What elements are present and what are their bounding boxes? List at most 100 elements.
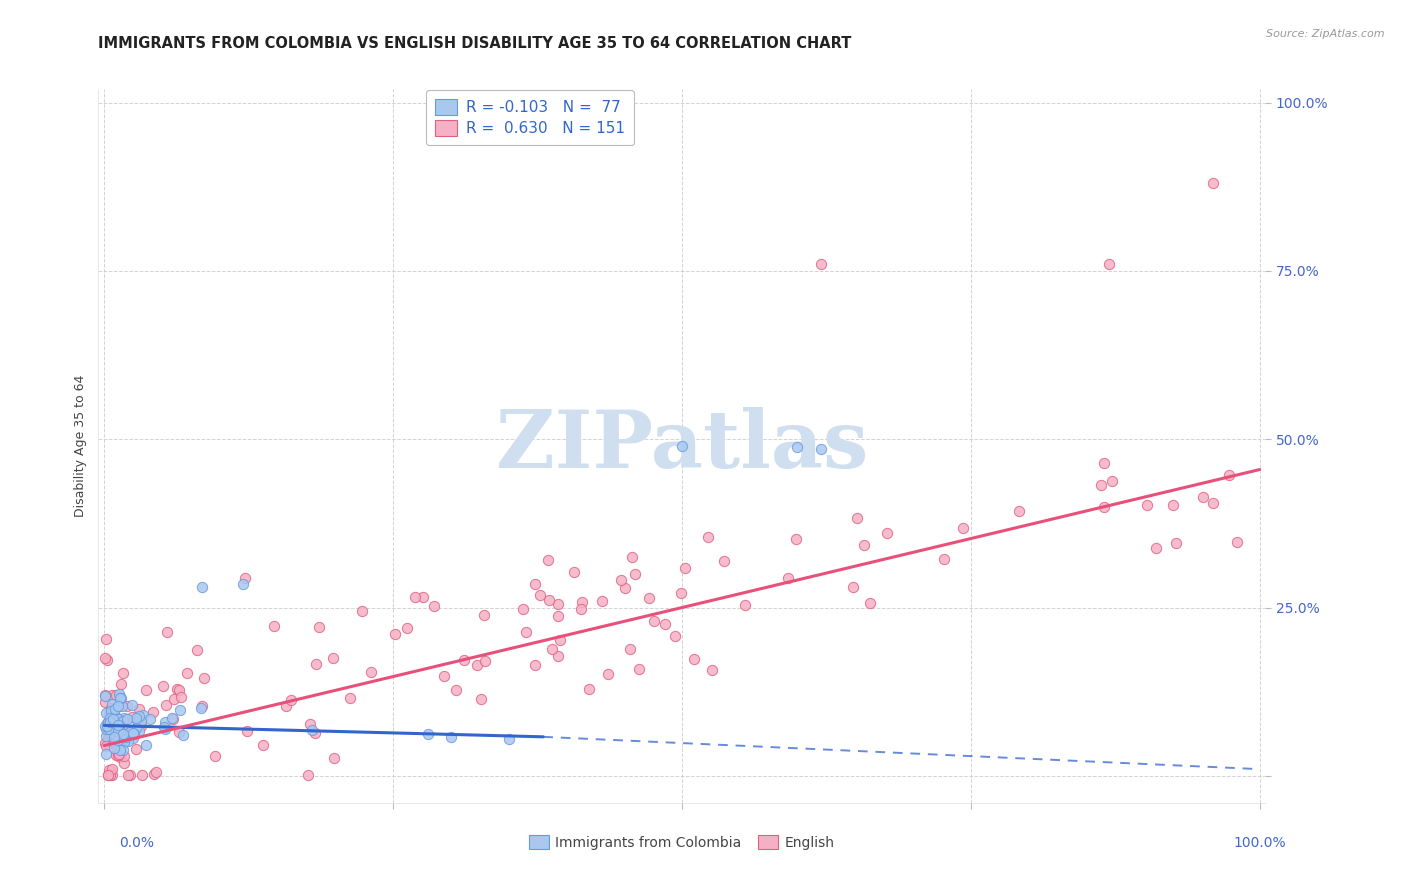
Point [541,642,564,657]
Point [103,712,125,726]
Point [778,571,800,585]
Point [145,764,167,779]
Point [125,721,148,735]
Point [122,726,145,740]
Point [169,725,191,739]
Point [112,743,135,757]
Point [162,712,184,726]
Point [155,715,177,730]
Point [104,724,127,739]
Point [100,688,122,702]
Point [111,727,134,741]
Point [322,651,344,665]
Point [523,577,546,591]
Point [529,588,551,602]
Point [624,566,647,581]
Point [619,642,641,657]
Point [297,768,319,782]
Point [654,616,676,631]
Point [101,705,124,719]
Point [538,593,561,607]
Point [591,594,613,608]
Point [112,711,135,725]
Point [121,710,143,724]
Point [110,743,132,757]
Point [422,599,444,614]
Point [1144,541,1167,555]
Point [135,683,157,698]
Point [842,580,865,594]
Point [97,715,120,730]
Point [107,723,129,738]
Point [103,732,125,747]
Point [115,712,138,726]
Point [186,643,208,657]
Point [131,714,153,728]
Point [118,768,141,782]
Point [128,723,150,738]
Point [153,723,176,737]
Point [547,609,569,624]
Point [683,652,706,666]
Point [118,724,141,739]
Point [1161,498,1184,512]
Point [301,723,323,737]
Point [111,719,134,733]
Point [97,768,120,782]
Point [1191,490,1213,504]
Point [1092,456,1115,470]
Point [304,657,326,672]
Point [440,730,463,744]
Point [108,747,131,761]
Point [596,666,619,681]
Point [105,728,128,742]
Point [125,713,148,727]
Point [108,687,131,701]
Point [98,711,121,725]
Point [100,768,122,782]
Point [734,598,756,612]
Point [176,665,198,680]
Point [360,665,382,680]
Point [162,711,184,725]
Point [108,691,131,706]
Point [124,727,146,741]
Point [298,717,321,731]
Point [276,699,298,714]
Point [304,725,326,739]
Point [97,731,120,745]
Point [609,573,631,587]
Point [117,768,139,782]
Point [1202,177,1225,191]
Point [110,690,132,705]
Text: ZIPatlas: ZIPatlas [496,407,868,485]
Point [155,698,177,712]
Point [110,677,132,691]
Point [108,719,131,733]
Point [404,590,426,604]
Point [810,257,832,271]
Point [152,680,174,694]
Point [97,734,120,748]
Point [96,716,118,731]
Point [569,602,592,616]
Point [350,604,373,618]
Point [671,439,693,453]
Point [628,662,651,676]
Point [98,722,121,736]
Point [139,712,162,726]
Point [166,682,188,697]
Point [110,725,132,739]
Point [97,725,120,739]
Point [859,595,882,609]
Point [852,538,875,552]
Point [94,632,117,646]
Point [107,718,129,732]
Point [702,663,724,677]
Point [339,690,361,705]
Point [785,532,807,546]
Text: Source: ZipAtlas.com: Source: ZipAtlas.com [1267,29,1385,39]
Point [94,651,117,665]
Point [97,768,120,782]
Point [669,586,692,600]
